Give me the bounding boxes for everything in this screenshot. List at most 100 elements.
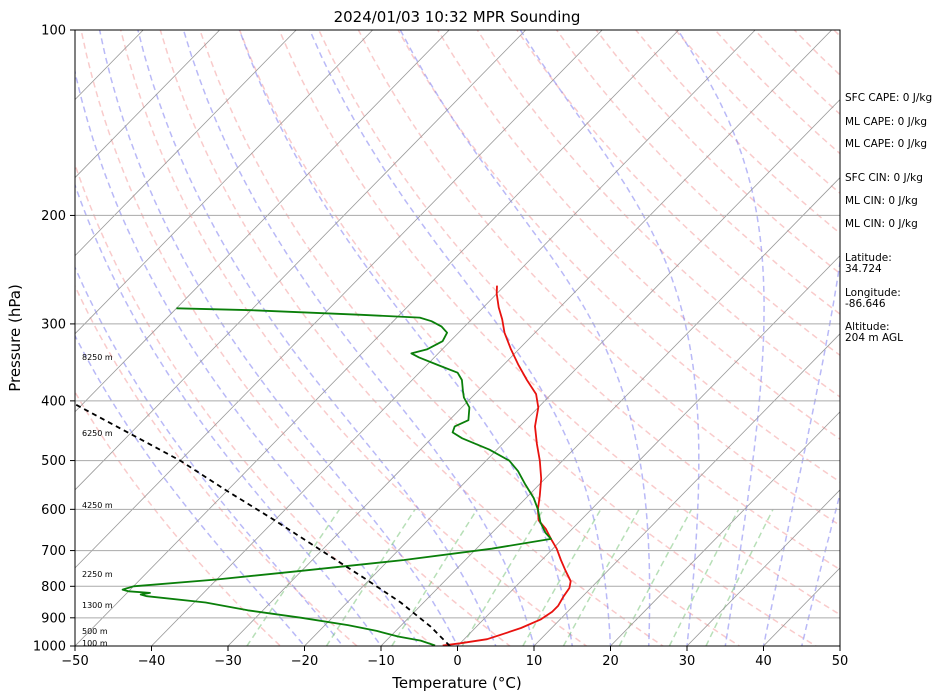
height-label: 6250 m — [82, 429, 113, 438]
dry-adiabat-line — [318, 30, 840, 571]
moist-adiabat-line — [75, 68, 421, 646]
dry-adiabat-line — [199, 30, 741, 646]
height-label: 8250 m — [82, 353, 113, 362]
isotherm-line — [75, 30, 603, 569]
moist-adiabat-line — [182, 30, 535, 646]
dry-adiabat-line — [437, 30, 840, 441]
dry-adiabat-line — [278, 30, 840, 616]
y-tick-label: 200 — [41, 209, 66, 224]
moist-adiabat-line — [75, 334, 306, 646]
mixing-ratio-line — [668, 508, 740, 646]
y-tick-label: 500 — [41, 454, 66, 469]
x-tick-label: 0 — [453, 654, 461, 669]
x-tick-label: −20 — [291, 654, 318, 669]
temperature-profile — [442, 285, 572, 646]
height-label: 4250 m — [82, 501, 113, 510]
isotherm-line — [303, 98, 840, 646]
dry-adiabat-line — [238, 30, 818, 646]
x-tick-label: −10 — [367, 654, 394, 669]
mixing-ratio-line — [325, 508, 416, 646]
sfc-cape-text: SFC CAPE: 0 J/kg — [845, 92, 933, 104]
x-tick-label: 20 — [602, 654, 619, 669]
altitude-text: Altitude: 204 m AGL — [845, 321, 903, 344]
moist-adiabat-line — [399, 30, 651, 646]
isotherm-line — [533, 333, 840, 646]
moist-adiabat-line — [75, 182, 382, 646]
dry-adiabat-line — [75, 390, 282, 646]
background-reference-lines — [0, 16, 947, 659]
ml-cin-text: ML CIN: 0 J/kg — [845, 195, 918, 207]
moist-adiabat-line — [309, 30, 612, 646]
isotherm-line — [75, 30, 297, 257]
ml-cape-text-2: ML CAPE: 0 J/kg — [845, 138, 928, 150]
moist-adiabat-line — [801, 491, 840, 646]
moist-adiabat-line — [98, 30, 459, 646]
latitude-text: Latitude: 34.724 — [845, 252, 892, 275]
ml-cape-text: ML CAPE: 0 J/kg — [845, 116, 928, 128]
sfc-cin-text: SFC CIN: 0 J/kg — [845, 172, 923, 184]
dry-adiabat-line — [159, 30, 665, 646]
y-axis-label: Pressure (hPa) — [6, 284, 24, 392]
x-tick-label: −50 — [61, 654, 88, 669]
dry-adiabat-line — [357, 30, 840, 527]
isotherm-line — [904, 16, 947, 659]
moist-adiabat-line — [137, 30, 497, 646]
isotherm-line — [75, 30, 450, 413]
mixing-ratio-line — [705, 508, 774, 646]
y-tick-label: 700 — [41, 544, 66, 559]
y-tick-label: 600 — [41, 503, 66, 518]
height-label: 500 m — [82, 627, 108, 636]
ml-cin-text-2: ML CIN: 0 J/kg — [845, 218, 918, 230]
pressure-gridlines — [75, 30, 840, 646]
longitude-text: Longitude: -86.646 — [845, 287, 901, 310]
height-labels: 100 m 500 m 1300 m 2250 m 4250 m 6250 m 8250 m — [82, 353, 113, 648]
isotherm-line — [150, 30, 756, 646]
moist-adiabat-line — [238, 30, 574, 646]
height-label: 1300 m — [82, 601, 113, 610]
y-tick-label: 1000 — [33, 640, 66, 655]
isotherm-line — [75, 30, 374, 335]
dry-adiabat-line — [476, 30, 840, 398]
x-tick-label: 30 — [679, 654, 696, 669]
y-tick-label: 100 — [41, 24, 66, 39]
isotherm-line — [227, 30, 833, 646]
y-axis-ticks: 100 200 300 400 500 600 700 800 900 1000 — [33, 24, 75, 655]
y-tick-label: 400 — [41, 394, 66, 409]
moist-adiabat-line — [75, 265, 344, 646]
x-tick-label: −30 — [214, 654, 241, 669]
isotherm-line — [75, 30, 221, 179]
isotherm-line — [75, 30, 527, 491]
isotherm-line — [0, 16, 4, 659]
x-tick-label: 50 — [832, 654, 849, 669]
height-label: 2250 m — [82, 570, 113, 579]
dry-adiabat-line — [119, 30, 588, 646]
dry-adiabat-line — [75, 162, 435, 646]
x-axis-ticks: −50 −40 −30 −20 −10 0 10 20 30 40 50 — [61, 646, 848, 669]
dry-adiabat-line — [80, 30, 512, 646]
x-axis-label: Temperature (°C) — [391, 674, 521, 692]
isotherm-line — [456, 255, 840, 646]
dewpoint-profile — [121, 307, 552, 646]
moist-adiabat-line — [677, 30, 765, 646]
y-tick-label: 900 — [41, 611, 66, 626]
y-tick-label: 300 — [41, 317, 66, 332]
sounding-profiles — [75, 285, 572, 646]
chart-title: 2024/01/03 10:32 MPR Sounding — [334, 8, 581, 26]
y-tick-label: 800 — [41, 580, 66, 595]
isotherm-line — [686, 489, 840, 646]
dry-adiabat-line — [397, 30, 840, 483]
x-tick-label: −40 — [138, 654, 165, 669]
mixing-ratio-line — [461, 508, 545, 646]
dry-adiabat-line — [75, 284, 359, 646]
isotherm-line — [75, 30, 680, 646]
parcel-profile — [75, 403, 451, 646]
x-tick-label: 40 — [755, 654, 772, 669]
isotherm-line — [609, 411, 840, 646]
moist-adiabat-line — [519, 30, 700, 646]
mixing-ratio-line — [562, 508, 640, 646]
height-label: 100 m — [82, 639, 108, 648]
x-tick-label: 10 — [526, 654, 543, 669]
mixing-ratio-line — [522, 508, 602, 646]
moist-adiabat-line — [762, 257, 840, 646]
